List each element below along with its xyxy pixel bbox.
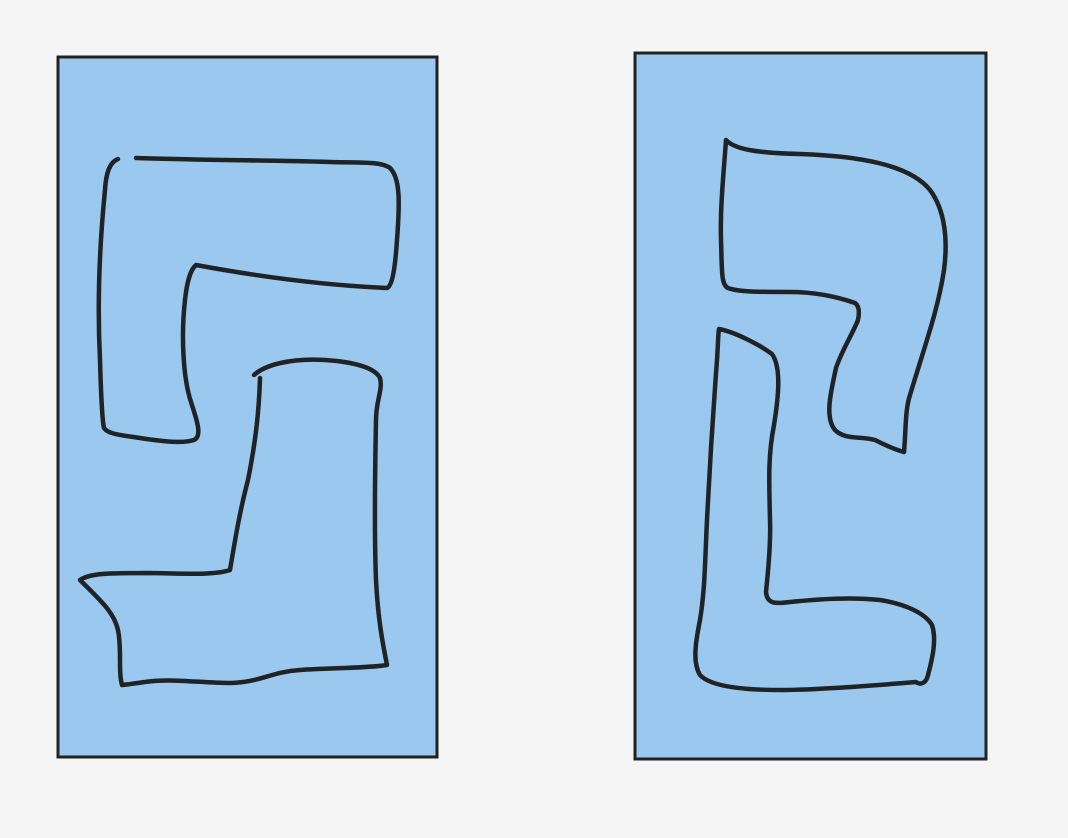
bottom-right-shape[interactable] <box>693 326 937 693</box>
top-right-shape[interactable] <box>718 137 948 455</box>
bottom-left-shape[interactable] <box>77 357 390 688</box>
top-left-shape[interactable] <box>96 155 401 445</box>
right-panel[interactable] <box>633 51 988 761</box>
